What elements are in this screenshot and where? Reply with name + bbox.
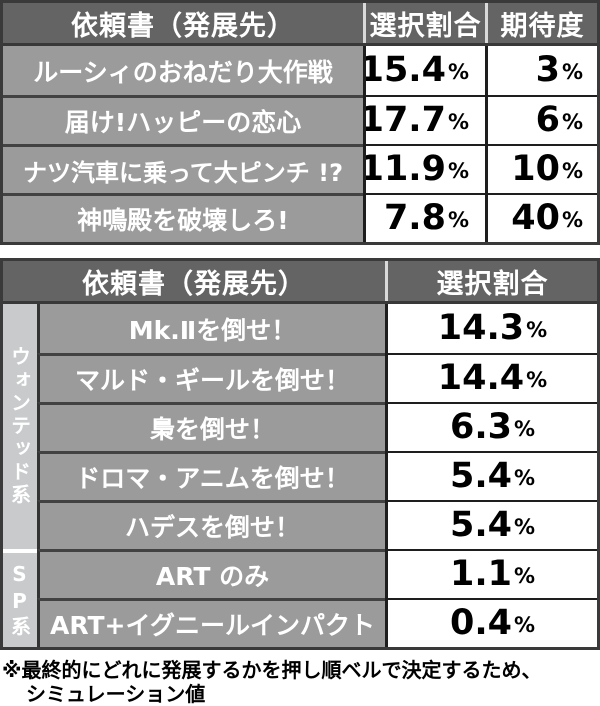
- footnote-line-1: ※最終的にどれに発展するかを押し順ベルで決定するため、: [2, 658, 542, 682]
- request-name: ART のみ: [37, 549, 385, 598]
- percent-sign: %: [513, 466, 536, 490]
- select-rate-number: 15.4: [363, 50, 446, 90]
- table1-header-select-rate: 選択割合: [363, 3, 485, 43]
- select-rate-value: 11.9%: [363, 144, 485, 193]
- request-name: 梟を倒せ！: [37, 402, 385, 451]
- select-rate-number: 0.4: [449, 603, 512, 643]
- percent-sign: %: [526, 318, 548, 342]
- request-name: マルド・ギールを倒せ！: [37, 353, 385, 402]
- request-name: ルーシィのおねだり大作戦: [3, 46, 363, 95]
- percent-sign: %: [513, 613, 536, 637]
- expectation-value: 10%: [485, 144, 597, 193]
- select-rate-value: 5.4%: [385, 500, 597, 549]
- table-row: ルーシィのおねだり大作戦 15.4% 3%: [3, 46, 597, 95]
- table2-body: ウォンテッド系 SP系 Mk.Ⅱを倒せ！ 14.3% マルド・ギールを倒せ！ 1…: [3, 304, 597, 647]
- select-rate-value: 14.3%: [385, 304, 597, 353]
- table2-header-request: 依頼書（発展先）: [3, 261, 385, 301]
- percent-sign: %: [561, 60, 583, 84]
- select-rate-number: 17.7: [363, 100, 446, 140]
- select-rate-number: 5.4: [449, 456, 512, 496]
- development-table-with-expectation: 依頼書（発展先） 選択割合 期待度 ルーシィのおねだり大作戦 15.4% 3% …: [0, 0, 600, 245]
- expectation-number: 40: [511, 198, 560, 238]
- table2-header-row: 依頼書（発展先） 選択割合: [3, 261, 597, 304]
- select-rate-value: 0.4%: [385, 598, 597, 647]
- percent-sign: %: [513, 417, 536, 441]
- select-rate-number: 5.4: [449, 505, 512, 545]
- table-gap: [0, 245, 600, 258]
- select-rate-number: 1.1: [449, 554, 512, 594]
- request-name: ドロマ・アニムを倒せ！: [37, 451, 385, 500]
- select-rate-number: 6.3: [449, 407, 512, 447]
- percent-sign: %: [447, 110, 469, 134]
- percent-sign: %: [447, 60, 469, 84]
- table-row: ナツ汽車に乗って大ピンチ !? 11.9% 10%: [3, 144, 597, 193]
- select-rate-number: 11.9: [363, 149, 446, 189]
- expectation-value: 6%: [485, 95, 597, 144]
- request-name: 届け!ハッピーの恋心: [3, 95, 363, 144]
- request-name: Mk.Ⅱを倒せ！: [37, 304, 385, 353]
- select-rate-number: 7.8: [383, 198, 446, 238]
- group-label-sp: SP系: [3, 549, 37, 647]
- select-rate-value: 6.3%: [385, 402, 597, 451]
- percent-sign: %: [513, 564, 536, 588]
- percent-sign: %: [447, 208, 469, 232]
- percent-sign: %: [561, 110, 583, 134]
- table-row: 神鳴殿を破壊しろ! 7.8% 40%: [3, 193, 597, 242]
- percent-sign: %: [561, 159, 583, 183]
- percent-sign: %: [513, 515, 536, 539]
- percent-sign: %: [447, 159, 469, 183]
- select-rate-number: 14.4: [437, 358, 525, 398]
- expectation-number: 6: [535, 100, 560, 140]
- table-row: 届け!ハッピーの恋心 17.7% 6%: [3, 95, 597, 144]
- select-rate-number: 14.3: [437, 308, 525, 348]
- select-rate-value: 15.4%: [363, 46, 485, 95]
- request-name: ナツ汽車に乗って大ピンチ !?: [3, 144, 363, 193]
- percent-sign: %: [561, 208, 583, 232]
- expectation-number: 10: [511, 149, 560, 189]
- group-label-wanted: ウォンテッド系: [3, 304, 37, 549]
- select-rate-value: 14.4%: [385, 353, 597, 402]
- table1-header-expectation: 期待度: [485, 3, 597, 43]
- table2-header-select-rate: 選択割合: [385, 261, 597, 301]
- select-rate-value: 1.1%: [385, 549, 597, 598]
- expectation-value: 3%: [485, 46, 597, 95]
- expectation-value: 40%: [485, 193, 597, 242]
- select-rate-value: 5.4%: [385, 451, 597, 500]
- footnote: ※最終的にどれに発展するかを押し順ベルで決定するため、 シミュレーション値: [0, 650, 600, 706]
- expectation-number: 3: [535, 50, 560, 90]
- select-rate-value: 17.7%: [363, 95, 485, 144]
- footnote-line-2: シミュレーション値: [26, 682, 206, 706]
- select-rate-value: 7.8%: [363, 193, 485, 242]
- table1-header-request: 依頼書（発展先）: [3, 3, 363, 43]
- table1-header-row: 依頼書（発展先） 選択割合 期待度: [3, 3, 597, 46]
- request-name: 神鳴殿を破壊しろ!: [3, 193, 363, 242]
- request-name: ART+イグニールインパクト: [37, 598, 385, 647]
- request-name: ハデスを倒せ！: [37, 500, 385, 549]
- development-table-by-category: 依頼書（発展先） 選択割合 ウォンテッド系 SP系 Mk.Ⅱを倒せ！ 14.3%…: [0, 258, 600, 650]
- percent-sign: %: [526, 368, 548, 392]
